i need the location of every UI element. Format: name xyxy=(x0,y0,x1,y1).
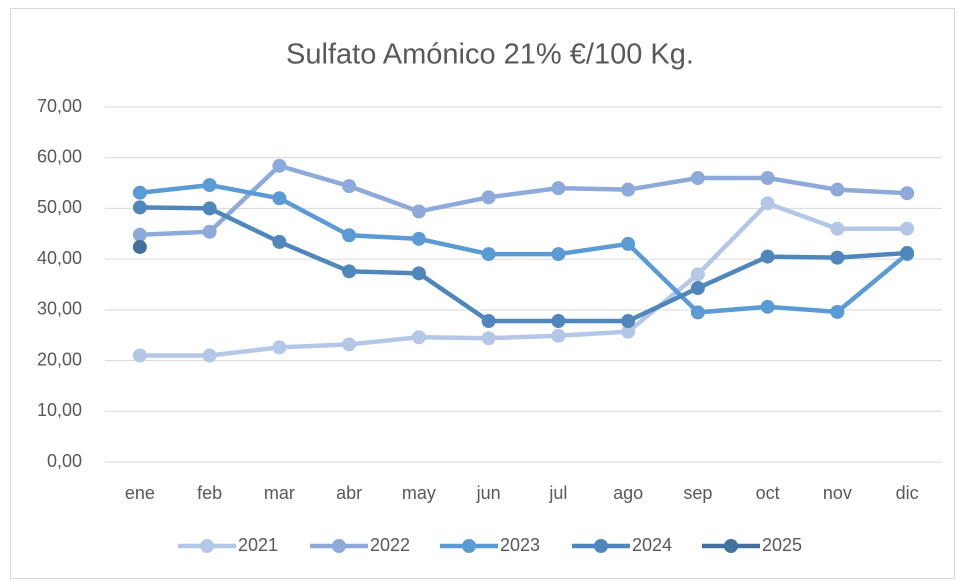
x-tick-label: oct xyxy=(756,483,780,503)
data-point xyxy=(760,299,775,314)
data-point xyxy=(202,348,217,363)
data-point xyxy=(202,224,217,239)
y-tick-label: 60,00 xyxy=(37,146,82,166)
data-point xyxy=(481,314,496,329)
y-tick-label: 10,00 xyxy=(37,400,82,420)
legend-marker xyxy=(594,539,608,553)
data-point xyxy=(202,178,217,193)
data-point xyxy=(342,179,357,194)
legend-label: 2025 xyxy=(762,535,802,555)
data-point xyxy=(411,231,426,246)
x-tick-label: feb xyxy=(197,483,222,503)
data-point xyxy=(900,186,915,201)
legend-marker xyxy=(724,539,738,553)
legend-label: 2022 xyxy=(370,535,410,555)
data-point xyxy=(621,314,636,329)
legend-label: 2024 xyxy=(632,535,672,555)
data-point xyxy=(830,182,845,197)
y-tick-label: 30,00 xyxy=(37,299,82,319)
data-point xyxy=(690,305,705,320)
legend-label: 2023 xyxy=(500,535,540,555)
x-tick-label: nov xyxy=(823,483,852,503)
data-point xyxy=(272,234,287,249)
data-point xyxy=(900,246,915,261)
x-tick-label: ago xyxy=(613,483,643,503)
data-point xyxy=(272,158,287,173)
data-point xyxy=(690,267,705,282)
y-tick-label: 50,00 xyxy=(37,197,82,217)
y-tick-label: 0,00 xyxy=(47,451,82,471)
data-point xyxy=(411,204,426,219)
y-tick-label: 70,00 xyxy=(37,96,82,116)
data-point xyxy=(342,337,357,352)
legend-marker xyxy=(200,539,214,553)
data-point xyxy=(621,324,636,339)
data-point xyxy=(272,340,287,355)
data-point xyxy=(342,264,357,279)
data-point xyxy=(272,191,287,206)
data-point xyxy=(830,304,845,319)
legend-marker xyxy=(332,539,346,553)
chart-title: Sulfato Amónico 21% €/100 Kg. xyxy=(286,39,694,71)
x-tick-label: abr xyxy=(336,483,362,503)
data-point xyxy=(830,221,845,236)
data-point xyxy=(132,185,147,200)
data-point xyxy=(411,330,426,345)
data-point xyxy=(132,348,147,363)
data-point xyxy=(760,249,775,264)
data-point xyxy=(690,281,705,296)
series-line xyxy=(139,205,908,324)
data-point xyxy=(481,247,496,262)
data-point xyxy=(132,227,147,242)
y-tick-label: 20,00 xyxy=(37,349,82,369)
data-point xyxy=(132,200,147,215)
data-point xyxy=(342,228,357,243)
data-point xyxy=(621,182,636,197)
data-point xyxy=(551,247,566,262)
x-tick-label: mar xyxy=(264,483,295,503)
data-point xyxy=(900,221,915,236)
data-point xyxy=(132,239,147,254)
x-tick-label: jun xyxy=(476,483,501,503)
legend-label: 2021 xyxy=(238,535,278,555)
x-tick-label: may xyxy=(402,483,436,503)
data-point xyxy=(830,250,845,265)
data-point xyxy=(760,196,775,211)
series-line xyxy=(139,182,909,315)
data-point xyxy=(481,331,496,346)
x-tick-label: dic xyxy=(896,483,919,503)
series-line xyxy=(139,163,908,238)
data-point xyxy=(202,201,217,216)
data-point xyxy=(690,171,705,185)
data-point xyxy=(411,266,426,281)
x-tick-label: ene xyxy=(125,483,155,503)
x-tick-label: sep xyxy=(683,483,712,503)
legend-marker xyxy=(462,539,476,553)
data-point xyxy=(551,181,566,196)
chart-border xyxy=(10,8,955,579)
x-tick-label: jul xyxy=(548,483,567,503)
series-line xyxy=(139,201,908,358)
data-point xyxy=(551,314,566,329)
data-point xyxy=(481,190,496,205)
data-point xyxy=(551,328,566,343)
y-tick-label: 40,00 xyxy=(37,248,82,268)
data-point xyxy=(621,236,636,251)
data-point xyxy=(760,171,775,185)
